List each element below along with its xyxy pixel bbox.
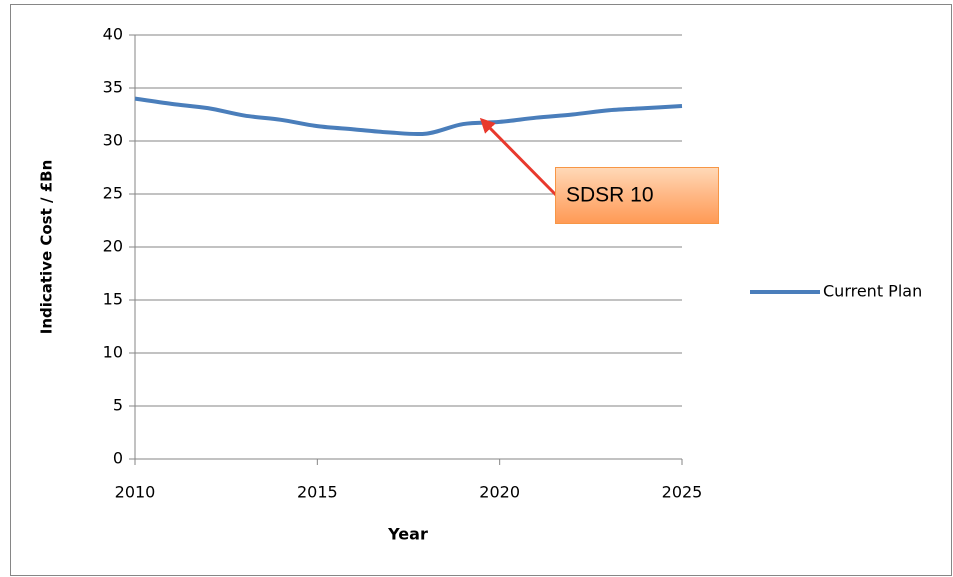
y-tick-label: 35 [103,78,123,97]
y-tick-label: 0 [113,449,123,468]
x-axis-title: Year [387,525,428,544]
annotation-arrow [479,117,558,197]
y-tick-label: 5 [113,396,123,415]
y-tick-label: 15 [103,290,123,309]
x-tick-label: 2020 [479,483,520,502]
y-axis-title: Indicative Cost / £Bn [38,160,56,335]
x-tick-label: 2010 [115,483,156,502]
y-tick-label: 25 [103,184,123,203]
y-tick-label: 40 [103,25,123,44]
y-tick-label: 30 [103,131,123,150]
legend-label: Current Plan [823,282,922,301]
annotation-box [555,167,719,224]
x-tick-label: 2015 [297,483,338,502]
y-tick-label: 20 [103,237,123,256]
y-tick-label: 10 [103,343,123,362]
series-line [134,96,683,137]
x-tick-label: 2025 [662,483,703,502]
annotation-text: SDSR 10 [566,184,654,207]
